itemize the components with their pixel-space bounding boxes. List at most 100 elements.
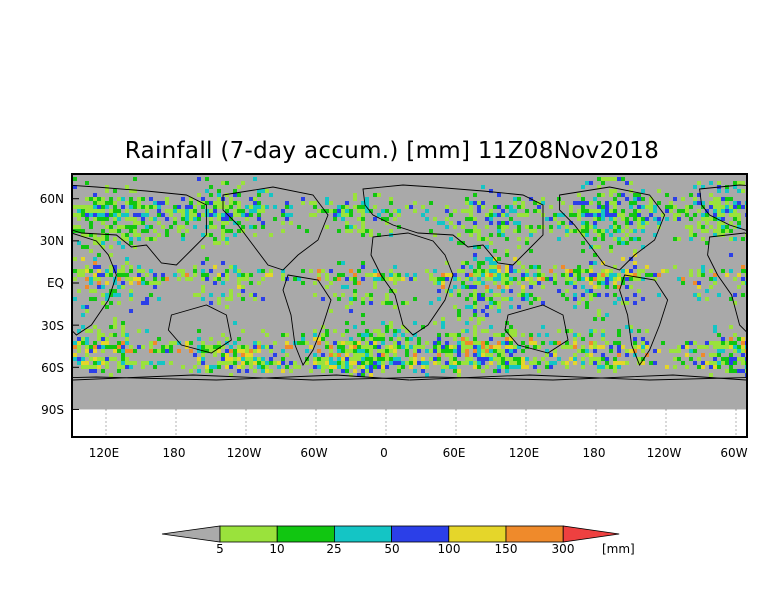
rain-cell: [457, 373, 461, 377]
rain-cell: [581, 293, 585, 297]
rain-cell: [693, 213, 697, 217]
rain-cell: [497, 345, 501, 349]
rain-cell: [253, 341, 257, 345]
rain-cell: [149, 361, 153, 365]
rain-cell: [349, 365, 353, 369]
rain-cell: [701, 201, 705, 205]
rain-cell: [485, 357, 489, 361]
rain-cell: [721, 209, 725, 213]
rain-cell: [205, 273, 209, 277]
rain-cell: [729, 229, 733, 233]
rain-cell: [253, 205, 257, 209]
rain-cell: [221, 213, 225, 217]
rain-cell: [725, 369, 729, 373]
rain-cell: [101, 221, 105, 225]
rain-cell: [485, 313, 489, 317]
rain-cell: [485, 305, 489, 309]
rain-cell: [77, 241, 81, 245]
rain-cell: [217, 241, 221, 245]
rain-cell: [609, 345, 613, 349]
rain-cell: [609, 277, 613, 281]
rain-cell: [733, 213, 737, 217]
rain-cell: [197, 201, 201, 205]
rain-cell: [573, 361, 577, 365]
rain-cell: [125, 209, 129, 213]
rain-cell: [617, 237, 621, 241]
rain-cell: [269, 361, 273, 365]
rain-cell: [221, 233, 225, 237]
rain-cell: [569, 329, 573, 333]
rain-cell: [457, 353, 461, 357]
rain-cell: [589, 357, 593, 361]
rain-cell: [137, 269, 141, 273]
rain-cell: [193, 205, 197, 209]
rain-cell: [309, 269, 313, 273]
rain-cell: [633, 273, 637, 277]
rain-cell: [209, 213, 213, 217]
rain-cell: [629, 213, 633, 217]
rain-cell: [81, 269, 85, 273]
rain-cell: [549, 229, 553, 233]
rain-cell: [617, 229, 621, 233]
rain-cell: [345, 225, 349, 229]
rain-cell: [165, 233, 169, 237]
rain-cell: [609, 233, 613, 237]
rain-cell: [501, 361, 505, 365]
rain-cell: [393, 329, 397, 333]
rain-cell: [469, 317, 473, 321]
rain-cell: [505, 357, 509, 361]
rain-cell: [553, 349, 557, 353]
rain-cell: [201, 233, 205, 237]
rain-cell: [321, 369, 325, 373]
rain-cell: [625, 241, 629, 245]
rain-cell: [89, 277, 93, 281]
rain-cell: [249, 365, 253, 369]
rain-cell: [325, 365, 329, 369]
rain-cell: [409, 365, 413, 369]
rain-cell: [589, 281, 593, 285]
rain-cell: [589, 209, 593, 213]
rain-cell: [557, 221, 561, 225]
rain-cell: [93, 265, 97, 269]
rain-cell: [345, 329, 349, 333]
rain-cell: [513, 333, 517, 337]
rain-cell: [105, 345, 109, 349]
rain-cell: [361, 357, 365, 361]
rain-cell: [649, 197, 653, 201]
rain-cell: [521, 205, 525, 209]
rain-cell: [101, 241, 105, 245]
rain-cell: [369, 357, 373, 361]
rain-cell: [413, 369, 417, 373]
rain-cell: [481, 293, 485, 297]
rain-cell: [333, 341, 337, 345]
rain-cell: [161, 277, 165, 281]
rain-cell: [569, 205, 573, 209]
rain-cell: [473, 345, 477, 349]
rain-cell: [737, 189, 741, 193]
rain-cell: [509, 281, 513, 285]
rain-cell: [85, 205, 89, 209]
rain-cell: [101, 337, 105, 341]
rain-cell: [209, 193, 213, 197]
rain-cell: [209, 349, 213, 353]
rain-cell: [201, 277, 205, 281]
rain-cell: [269, 193, 273, 197]
rain-cell: [453, 209, 457, 213]
rain-cell: [613, 365, 617, 369]
rain-cell: [397, 345, 401, 349]
rain-cell: [317, 269, 321, 273]
rain-cell: [485, 329, 489, 333]
rain-cell: [469, 345, 473, 349]
rain-cell: [713, 213, 717, 217]
rain-cell: [369, 337, 373, 341]
rain-cell: [593, 213, 597, 217]
rain-cell: [225, 269, 229, 273]
rain-cell: [473, 361, 477, 365]
rain-cell: [221, 237, 225, 241]
rain-cell: [605, 209, 609, 213]
rain-cell: [541, 341, 545, 345]
rain-cell: [733, 349, 737, 353]
rain-cell: [713, 325, 717, 329]
rain-cell: [601, 177, 605, 181]
rain-cell: [549, 361, 553, 365]
